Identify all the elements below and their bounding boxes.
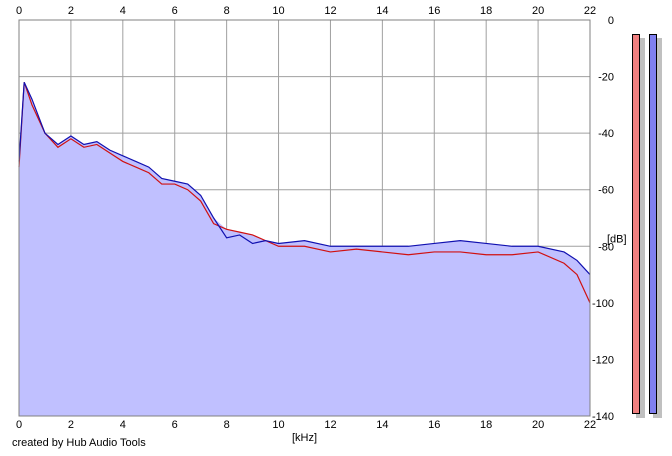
y-tick-label: -80 xyxy=(598,241,614,253)
y-ticks: 0 -20 -40 -60 -80 -100 -120 -140 xyxy=(592,15,614,423)
x-tick-label-top: 20 xyxy=(532,5,544,17)
x-ticks-bottom: 0 2 4 6 8 10 12 14 16 18 20 22 xyxy=(16,419,596,431)
x-tick-label-bottom: 8 xyxy=(224,419,230,431)
spectrum-fill xyxy=(19,82,590,416)
x-ticks-top: 0 2 4 6 8 10 12 14 16 18 20 22 xyxy=(16,5,596,17)
series-lines xyxy=(18,81,591,304)
x-tick-label-top: 8 xyxy=(224,5,230,17)
x-tick-label-bottom: 12 xyxy=(324,419,336,431)
x-tick-label-bottom: 14 xyxy=(376,419,388,431)
x-tick-label-top: 10 xyxy=(272,5,284,17)
x-axis-label: [kHz] xyxy=(292,432,317,444)
y-tick-label: 0 xyxy=(608,15,614,27)
x-tick-label-top: 14 xyxy=(376,5,388,17)
x-tick-label-top: 22 xyxy=(584,5,596,17)
y-tick-label: -140 xyxy=(592,411,614,423)
level-meter-left xyxy=(632,34,640,414)
meter-shadow-left xyxy=(636,38,645,418)
y-tick-label: -100 xyxy=(592,298,614,310)
credit-text: created by Hub Audio Tools xyxy=(12,437,146,449)
x-tick-label-top: 16 xyxy=(428,5,440,17)
x-tick-label-top: 2 xyxy=(68,5,74,17)
x-tick-label-bottom: 16 xyxy=(428,419,440,431)
x-tick-label-bottom: 22 xyxy=(584,419,596,431)
series-line-0 xyxy=(18,82,591,304)
x-tick-label-bottom: 20 xyxy=(532,419,544,431)
x-tick-label-top: 12 xyxy=(324,5,336,17)
series-line-1 xyxy=(18,81,591,275)
x-tick-label-top: 0 xyxy=(16,5,22,17)
x-tick-label-bottom: 6 xyxy=(172,419,178,431)
x-tick-label-bottom: 18 xyxy=(480,419,492,431)
x-tick-label-bottom: 0 xyxy=(16,419,22,431)
x-tick-label-top: 6 xyxy=(172,5,178,17)
x-tick-label-bottom: 4 xyxy=(120,419,126,431)
y-tick-label: -120 xyxy=(592,354,614,366)
y-tick-label: -20 xyxy=(598,72,614,84)
x-tick-label-top: 18 xyxy=(480,5,492,17)
x-tick-label-bottom: 2 xyxy=(68,419,74,431)
y-tick-label: -60 xyxy=(598,185,614,197)
meter-shadow-right xyxy=(653,38,662,418)
plot-border xyxy=(18,19,591,417)
y-tick-label: -40 xyxy=(598,128,614,140)
x-tick-label-bottom: 10 xyxy=(272,419,284,431)
x-tick-label-top: 4 xyxy=(120,5,126,17)
y-axis-label: [dB] xyxy=(607,233,627,245)
level-meter-right xyxy=(649,34,657,414)
